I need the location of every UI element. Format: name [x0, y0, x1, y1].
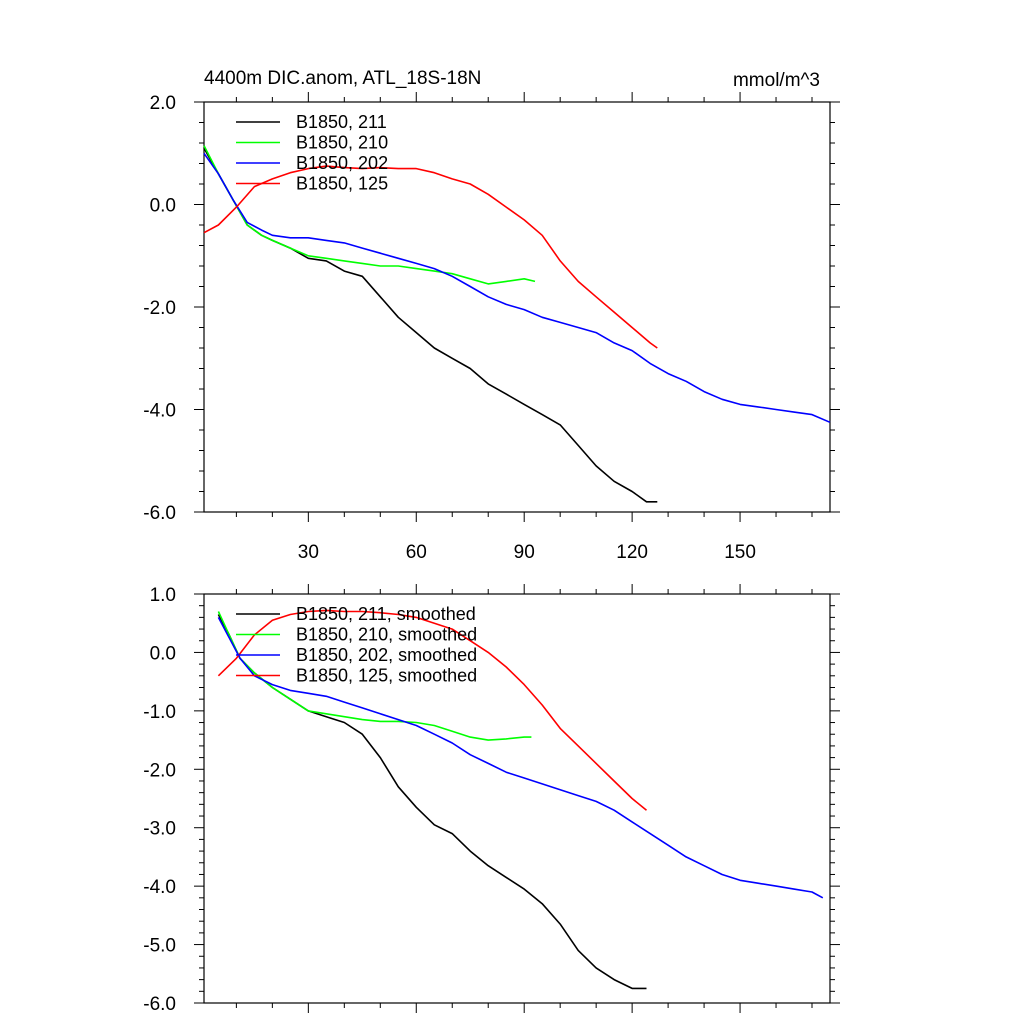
- legend-label: B1850, 210, smoothed: [296, 625, 477, 645]
- y-tick-label: 1.0: [150, 585, 176, 606]
- legend-label: B1850, 202, smoothed: [296, 645, 477, 665]
- legend-label: B1850, 202: [296, 153, 388, 173]
- series-line: [203, 147, 658, 503]
- legend-label: B1850, 125, smoothed: [296, 666, 477, 686]
- units-label: mmol/m^3: [733, 70, 820, 91]
- series-line: [203, 165, 658, 349]
- y-tick-label: 2.0: [150, 93, 176, 114]
- legend-label: B1850, 211, smoothed: [296, 604, 476, 624]
- y-tick-label: -3.0: [143, 819, 176, 840]
- y-tick-label: -1.0: [143, 702, 176, 723]
- y-tick-label: -5.0: [143, 936, 176, 957]
- plot-frame: [203, 593, 831, 1004]
- x-tick-label: 60: [406, 542, 427, 563]
- x-tick-label: 120: [616, 542, 648, 563]
- bottom-panel: 1.0 0.0 -1.0 -2.0 -3.0 -4.0 -5.0 -6.0 B1850, 211…: [143, 584, 840, 1015]
- y-tick-label: -2.0: [143, 760, 176, 781]
- series-line: [203, 152, 831, 424]
- x-tick-label: 150: [724, 542, 756, 563]
- figure-title: 4400m DIC.anom, ATL_18S-18N: [204, 68, 481, 89]
- y-tick-label: 0.0: [150, 643, 176, 664]
- y-tick-label: -2.0: [143, 298, 176, 319]
- y-tick-label: 0.0: [150, 196, 176, 217]
- series-line: [203, 145, 536, 285]
- legend-label: B1850, 125: [296, 174, 388, 194]
- x-tick-label: 30: [298, 542, 319, 563]
- top-panel: 2.0 0.0 -2.0 -4.0 -6.0 30 60 90 120 150 B1850, 211…: [143, 92, 840, 563]
- x-tick-label: 90: [514, 542, 535, 563]
- y-tick-label: -6.0: [143, 994, 176, 1015]
- y-tick-label: -4.0: [143, 877, 176, 898]
- y-tick-label: -4.0: [143, 401, 176, 422]
- series-line: [217, 617, 824, 899]
- legend-label: B1850, 211: [296, 112, 387, 132]
- y-tick-label: -6.0: [143, 503, 176, 524]
- legend-label: B1850, 210: [296, 133, 388, 153]
- series-line: [217, 609, 648, 811]
